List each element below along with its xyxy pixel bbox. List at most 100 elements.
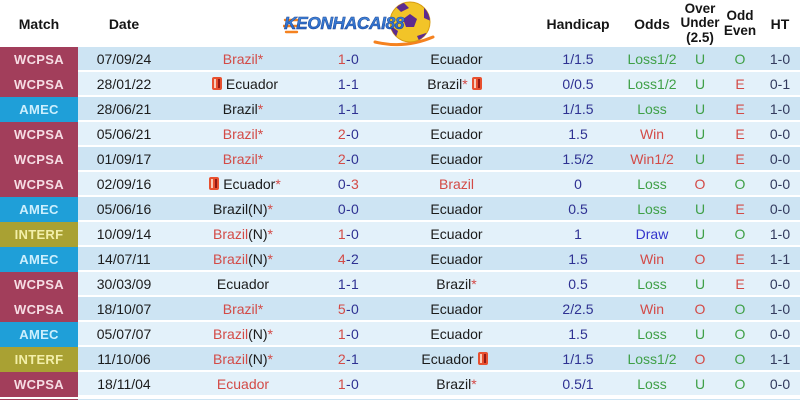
home-team: Brazil(N)* <box>170 247 316 270</box>
home-team: Brazil(N)* <box>170 322 316 345</box>
text-segment: 5 <box>337 300 347 317</box>
odd-even-result: E <box>735 200 745 217</box>
match-date: 05/06/16 <box>96 200 152 217</box>
text-segment: Brazil <box>213 350 249 367</box>
match-date: 14/07/11 <box>97 250 151 267</box>
red-card-icon <box>477 352 488 365</box>
column-header-over-under: Over Under (2.5) <box>680 0 720 47</box>
text-segment: 1 <box>350 75 360 92</box>
full-time-score: 2-0 <box>316 147 381 170</box>
text-segment: * <box>267 350 273 367</box>
text-segment: Ecuador <box>225 75 279 92</box>
full-time-score: 1-1 <box>316 272 381 295</box>
competition-badge: AMEC <box>0 97 78 122</box>
handicap-value: 1.5/2 <box>562 150 594 167</box>
home-team: Brazil* <box>170 297 316 320</box>
text-segment: Brazil <box>438 175 474 192</box>
home-team: Brazil(N)* <box>170 197 316 220</box>
over-under-result: O <box>694 300 706 317</box>
text-segment: - <box>346 150 351 167</box>
logo-wordmark: KEONHACAI88 <box>284 13 405 33</box>
table-row: WCPSA 30/03/09 Ecuador 1-1 Brazil * 0.5 Loss U E 0… <box>0 272 800 297</box>
home-team: Ecuador <box>170 72 316 95</box>
handicap-value: 0.5/1 <box>562 375 594 392</box>
competition-badge: AMEC <box>0 247 78 272</box>
home-team: Brazil* <box>170 122 316 145</box>
text-segment: 0 <box>337 200 347 217</box>
odd-even-result: E <box>735 250 745 267</box>
handicap-value: 1.5 <box>568 250 588 267</box>
row-data: 18/11/04 Ecuador 1-0 Brazil * 0.5/1 Loss U O 0-0 <box>78 372 800 397</box>
competition-badge: WCPSA <box>0 72 78 97</box>
text-segment: - <box>346 100 351 117</box>
text-segment: (N) <box>248 350 268 367</box>
text-segment: 1 <box>337 375 347 392</box>
full-time-score: 1-0 <box>316 47 381 70</box>
over-under-result: U <box>694 200 706 217</box>
away-team: Ecuador <box>381 247 532 270</box>
keonhacai88-logo[interactable]: KEONHACAI88 <box>281 0 435 47</box>
text-segment: Ecuador <box>430 225 483 242</box>
table-row: WCPSA 05/06/21 Brazil* 2-0 Ecuador 1.5 Win U E 0-… <box>0 122 800 147</box>
full-time-score: 4-2 <box>316 247 381 270</box>
row-data: 10/09/14 Brazil (N) * 1-0 Ecuador 1 Draw U O 1-0 <box>78 222 800 247</box>
half-time-score: 0-0 <box>769 325 791 342</box>
text-segment: 1 <box>350 350 360 367</box>
over-under-result: U <box>694 125 706 142</box>
odds-result: Loss <box>637 325 667 342</box>
half-time-score: 1-1 <box>769 250 791 267</box>
full-time-score: 1-0 <box>316 222 381 245</box>
text-segment: - <box>346 175 351 192</box>
odds-result: Loss <box>637 200 667 217</box>
odds-result: Win <box>639 300 665 317</box>
half-time-score: 1-0 <box>769 50 791 67</box>
table-row: WCPSA 02/09/16 Ecuador * 0-3 Brazil 0 Loss O O 0-0 <box>0 172 800 197</box>
text-segment: 1 <box>337 325 347 342</box>
text-segment: 1 <box>337 100 347 117</box>
text-segment: 1 <box>350 100 360 117</box>
row-data: 18/10/07 Brazil* 5-0 Ecuador 2/2.5 Win O O 1-0 <box>78 297 800 322</box>
text-segment: Ecuador <box>223 175 276 192</box>
text-segment: * <box>267 325 273 342</box>
table-row: AMEC 05/06/16 Brazil(N) * 0-0 Ecuador 0.5 Loss U… <box>0 197 800 222</box>
half-time-score: 0-0 <box>769 150 791 167</box>
full-time-score: 0-0 <box>316 197 381 220</box>
text-segment: Brazil(N) <box>213 200 268 217</box>
odd-even-result: O <box>734 300 746 317</box>
away-team: Ecuador <box>381 147 532 170</box>
row-data: 05/06/16 Brazil(N) * 0-0 Ecuador 0.5 Loss U E 0-0 <box>78 197 800 222</box>
home-team: Ecuador <box>170 272 316 295</box>
match-date: 07/09/24 <box>96 50 152 67</box>
match-date: 05/07/07 <box>96 325 152 342</box>
text-segment: Brazil* <box>222 50 264 67</box>
over-under-result: U <box>694 50 706 67</box>
text-segment: * <box>462 75 468 92</box>
away-team: Brazil <box>381 172 532 195</box>
text-segment: 0 <box>337 175 347 192</box>
text-segment: 0 <box>350 325 360 342</box>
match-date: 05/06/21 <box>96 125 152 142</box>
home-team: Brazil* <box>170 47 316 70</box>
odd-even-result: O <box>734 350 746 367</box>
odds-result: Win1/2 <box>630 150 674 167</box>
text-segment: - <box>346 325 351 342</box>
competition-badge: INTERF <box>0 222 78 247</box>
home-team: Brazil* <box>170 97 316 120</box>
text-segment: * <box>257 100 264 117</box>
odd-even-line: Even <box>723 22 757 38</box>
red-card-icon <box>471 77 482 90</box>
text-segment: * <box>267 200 273 217</box>
text-segment: - <box>346 375 351 392</box>
odd-even-line: Odd <box>726 8 754 24</box>
text-segment: 0 <box>350 125 360 142</box>
over-under-result: U <box>694 75 706 92</box>
handicap-value: 1/1.5 <box>562 350 594 367</box>
text-segment: 1 <box>337 275 347 292</box>
half-time-score: 0-0 <box>769 275 791 292</box>
match-rows: WCPSA 07/09/24 Brazil* 1-0 Ecuador 1/1.5 Loss1… <box>0 47 800 400</box>
odd-even-result: O <box>734 50 746 67</box>
row-data: 05/07/07 Brazil (N) * 1-0 Ecuador 1.5 Loss U O 0-0 <box>78 322 800 347</box>
match-date: 28/01/22 <box>96 75 152 92</box>
odd-even-result: O <box>734 325 746 342</box>
